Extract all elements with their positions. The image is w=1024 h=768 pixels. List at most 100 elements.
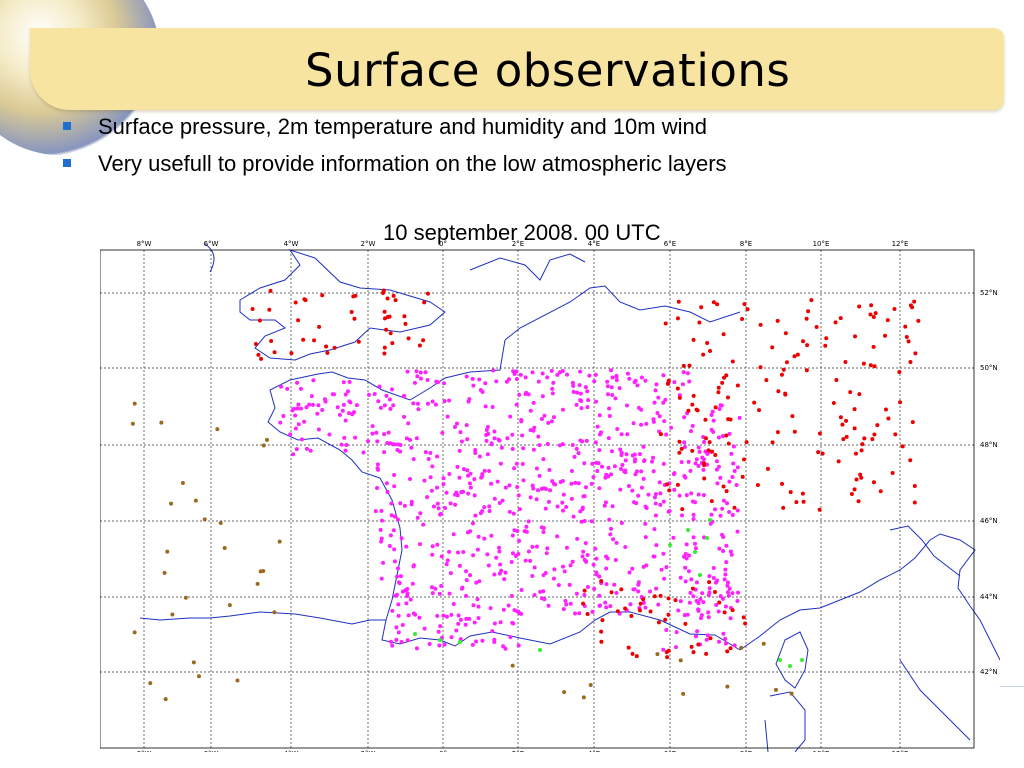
station-red xyxy=(800,491,805,496)
station-red xyxy=(702,463,707,468)
lon-label: 8°E xyxy=(740,240,752,248)
station-red xyxy=(726,395,731,400)
station-magenta xyxy=(519,588,524,593)
station-magenta xyxy=(379,536,384,541)
station-magenta xyxy=(366,392,371,397)
station-magenta xyxy=(687,379,692,384)
station-magenta xyxy=(541,589,546,594)
station-magenta xyxy=(718,403,723,408)
station-magenta xyxy=(727,431,732,436)
station-magenta xyxy=(458,617,463,622)
station-magenta xyxy=(582,592,587,597)
station-magenta xyxy=(666,509,671,514)
station-magenta xyxy=(385,490,390,495)
station-magenta xyxy=(550,386,555,391)
station-red xyxy=(854,477,859,482)
station-magenta xyxy=(560,479,565,484)
station-magenta xyxy=(598,430,603,435)
station-magenta xyxy=(713,507,718,512)
station-magenta xyxy=(694,457,699,462)
station-magenta xyxy=(341,402,346,407)
station-red xyxy=(599,639,604,644)
station-magenta xyxy=(737,415,742,420)
station-brown xyxy=(222,545,227,550)
station-magenta xyxy=(440,430,445,435)
station-magenta xyxy=(392,514,397,519)
station-magenta xyxy=(378,405,383,410)
station-red xyxy=(871,344,876,349)
station-magenta xyxy=(546,420,551,425)
station-red xyxy=(268,288,273,293)
station-brown xyxy=(159,420,164,425)
station-brown xyxy=(773,687,778,692)
station-magenta xyxy=(564,602,569,607)
station-brown xyxy=(148,681,153,686)
station-red xyxy=(805,343,810,348)
station-magenta xyxy=(701,600,706,605)
station-brown xyxy=(255,581,260,586)
station-magenta xyxy=(487,469,492,474)
station-magenta xyxy=(732,643,737,648)
station-brown xyxy=(678,658,683,663)
station-magenta xyxy=(447,471,452,476)
station-magenta xyxy=(586,398,591,403)
station-red xyxy=(720,380,725,385)
station-magenta xyxy=(454,421,459,426)
station-red xyxy=(908,359,913,364)
station-magenta xyxy=(438,512,443,517)
station-magenta xyxy=(560,500,565,505)
station-magenta xyxy=(452,424,457,429)
station-red xyxy=(585,612,590,617)
station-magenta xyxy=(691,535,696,540)
station-red xyxy=(916,318,921,323)
station-magenta xyxy=(594,399,599,404)
station-magenta xyxy=(682,415,687,420)
station-magenta xyxy=(477,579,482,584)
station-magenta xyxy=(605,379,610,384)
station-magenta xyxy=(444,490,449,495)
station-brown xyxy=(510,663,515,668)
station-magenta xyxy=(391,528,396,533)
station-magenta xyxy=(397,580,402,585)
station-magenta xyxy=(489,533,494,538)
station-magenta xyxy=(480,638,485,643)
station-brown xyxy=(218,520,223,525)
station-magenta xyxy=(499,568,504,573)
station-red xyxy=(848,390,853,395)
station-magenta xyxy=(637,452,642,457)
station-red xyxy=(626,645,631,650)
station-red xyxy=(783,391,788,396)
station-magenta xyxy=(730,513,735,518)
station-magenta xyxy=(628,602,633,607)
station-magenta xyxy=(633,457,638,462)
station-magenta xyxy=(327,432,332,437)
station-magenta xyxy=(441,482,446,487)
station-magenta xyxy=(522,529,527,534)
station-magenta xyxy=(448,501,453,506)
station-magenta xyxy=(473,451,478,456)
station-magenta xyxy=(311,378,316,383)
station-magenta xyxy=(418,511,423,516)
station-magenta xyxy=(304,405,309,410)
station-magenta xyxy=(693,546,698,551)
station-red xyxy=(725,649,730,654)
station-magenta xyxy=(310,402,315,407)
station-magenta xyxy=(343,418,348,423)
station-magenta xyxy=(470,521,475,526)
station-magenta xyxy=(731,461,736,466)
station-magenta xyxy=(582,519,587,524)
station-red xyxy=(886,416,891,421)
station-magenta xyxy=(652,400,657,405)
station-magenta xyxy=(568,563,573,568)
station-magenta xyxy=(577,383,582,388)
station-red xyxy=(317,324,322,329)
station-magenta xyxy=(614,378,619,383)
coastline-uk xyxy=(204,243,446,361)
station-red xyxy=(717,600,722,605)
station-magenta xyxy=(472,477,477,482)
station-magenta xyxy=(421,522,426,527)
station-red xyxy=(872,432,877,437)
station-brown xyxy=(180,481,185,486)
station-magenta xyxy=(720,596,725,601)
station-magenta xyxy=(385,441,390,446)
